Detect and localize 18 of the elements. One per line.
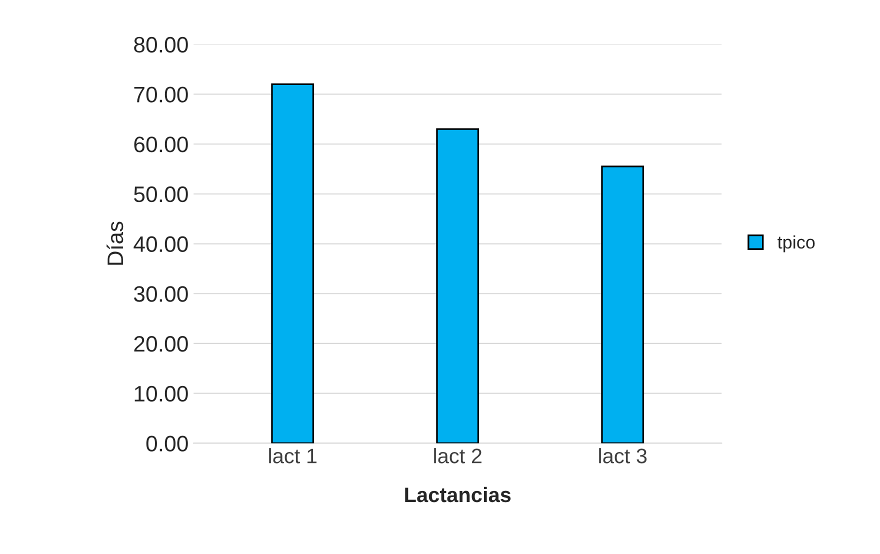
y-tick-label: 40.00 [134, 236, 188, 252]
bar [271, 83, 314, 444]
y-tick-label: 60.00 [134, 136, 188, 152]
x-tick-label: lact 1 [269, 448, 316, 464]
x-tick-label: lact 3 [599, 448, 647, 464]
y-axis-title: Días [106, 222, 124, 265]
y-tick-label: 10.00 [134, 386, 188, 402]
y-tick-label: 50.00 [134, 186, 188, 202]
bar [436, 128, 480, 444]
y-tick-label: 70.00 [134, 86, 188, 102]
y-tick-label: 30.00 [134, 286, 188, 302]
y-tick-label: 0.00 [146, 436, 188, 452]
y-tick-label: 80.00 [134, 36, 188, 53]
bar [601, 166, 644, 444]
y-tick-label: 20.00 [134, 336, 188, 352]
legend-label: tpico [778, 235, 815, 252]
x-axis-title: Lactancias [405, 486, 511, 502]
x-tick-label: lact 2 [434, 448, 482, 464]
